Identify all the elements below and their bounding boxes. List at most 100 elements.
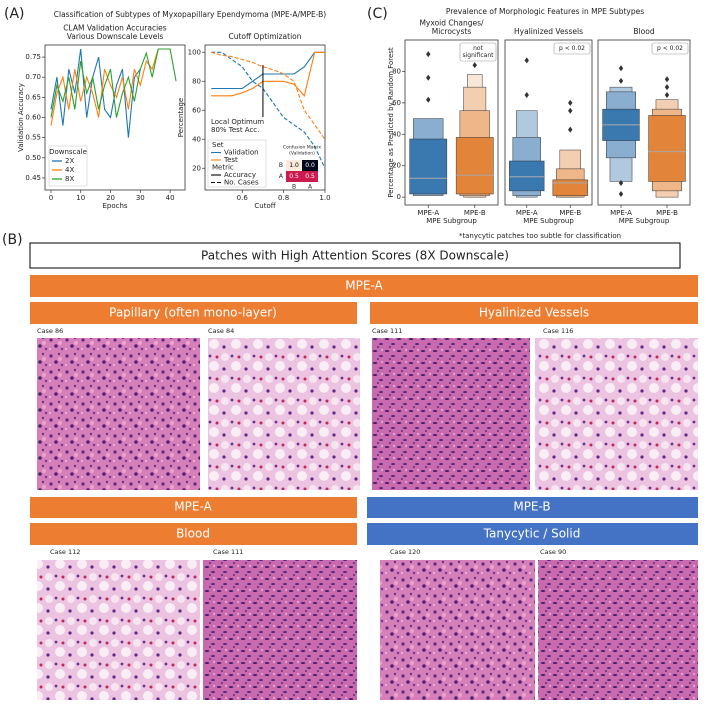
section-text: Hyalinized Vessels (479, 306, 589, 320)
col-label: B (292, 184, 296, 191)
x-tick-label: 1.0 (319, 194, 330, 202)
heatmap-cell (302, 171, 318, 182)
case-label: Case 86 (37, 327, 63, 335)
boxen-box (648, 115, 686, 182)
annotation: not (473, 45, 483, 52)
case-label: Case 116 (543, 327, 573, 335)
y-tick-label: 0.55 (25, 134, 41, 142)
panel-title: Prevalence of Morphologic Features in MP… (446, 7, 644, 16)
boxen-box (509, 160, 545, 192)
x-tick-label: MPE-B (464, 209, 486, 217)
legend-label: Test (223, 156, 238, 164)
x-tick-label: 0.6 (237, 194, 249, 202)
section-text: Tanycytic / Solid (483, 527, 581, 541)
y-axis-label: Validation Accuracy (17, 83, 25, 152)
banner (367, 497, 698, 518)
x-tick-label: MPE-A (516, 209, 538, 217)
y-tick-label: 20 (392, 162, 401, 170)
y-tick-label: 40 (192, 135, 201, 143)
histology-image (535, 338, 698, 490)
cell-label: 0.0 (305, 162, 315, 169)
banner-text: MPE-A (345, 279, 383, 293)
x-tick-label: 40 (166, 194, 175, 202)
outlier (618, 65, 624, 72)
axes-frame (504, 39, 593, 206)
cell-label: 1.0 (289, 162, 299, 169)
chart-title: Hyalinized Vessels (514, 27, 583, 36)
legend-title: Downscale (49, 148, 87, 156)
x-tick-label: MPE-B (559, 209, 581, 217)
annotation: significant (463, 52, 495, 59)
y-tick-label: 40 (392, 130, 401, 138)
annotation-box (651, 42, 689, 55)
legend-title: Set (212, 141, 224, 149)
x-tick-label: 10 (76, 194, 85, 202)
footnote: *tanycytic patches too subtle for classi… (459, 232, 621, 240)
histology-image (203, 560, 357, 700)
outlier (568, 99, 573, 106)
axes-frame (404, 39, 499, 206)
x-tick-label: MPE-A (610, 209, 632, 217)
legend-label: 4X (65, 166, 74, 174)
outlier (568, 107, 573, 114)
y-tick-label: 100 (188, 48, 201, 56)
y-tick-label: 0.45 (25, 174, 41, 182)
x-tick-label: 30 (136, 194, 145, 202)
y-tick-label: 60 (192, 106, 201, 114)
chart-title: Myxoid Changes/ (419, 19, 484, 28)
x-tick-label: MPE-B (656, 209, 678, 217)
heatmap-title: Confusion Matrix (283, 145, 321, 151)
heatmap-cell (302, 160, 318, 171)
boxen-box (455, 137, 494, 195)
annotation: 80% Test Acc. (211, 126, 259, 134)
legend-box (207, 139, 267, 188)
case-label: Case 111 (213, 548, 243, 556)
x-tick-label: 0.8 (278, 194, 289, 202)
heatmap-cell (286, 171, 302, 182)
boxen-box (409, 138, 448, 195)
histology-image (37, 560, 200, 700)
title-box (29, 242, 681, 269)
x-tick-label: 20 (106, 194, 115, 202)
banner-text: MPE-B (513, 500, 550, 514)
outlier (524, 92, 529, 98)
legend-label: Validation (224, 149, 259, 157)
row-label: A (279, 173, 284, 180)
legend-label: Accuracy (224, 171, 256, 179)
banner (30, 497, 357, 518)
y-axis-label: Percentage as Predicted by Random Forest (387, 47, 395, 198)
chart-title: Cutoff Optimization (228, 32, 301, 41)
banner (30, 275, 698, 297)
legend-label: No. Cases (224, 179, 259, 187)
annotation-box (459, 42, 497, 62)
outlier (524, 57, 529, 64)
outlier (664, 84, 670, 91)
panel-title: Patches with High Attention Scores (8X D… (201, 249, 509, 263)
y-axis-label: Percentage (177, 98, 185, 137)
annotation: Local Optimum (211, 118, 264, 126)
line (211, 51, 326, 169)
col-label: A (308, 184, 313, 191)
annotation: p < 0.02 (657, 45, 683, 52)
cell-label: 0.5 (305, 173, 315, 180)
y-tick-label: 0.65 (25, 93, 41, 101)
chart-title: Various Downscale Levels (67, 32, 164, 41)
x-axis-label: MPE Subgroup (523, 217, 574, 225)
line (50, 48, 141, 138)
line (211, 51, 326, 140)
x-tick-label: 0 (49, 194, 53, 202)
outlier (426, 74, 431, 81)
y-tick-label: 0.50 (25, 154, 41, 162)
case-label: Case 112 (50, 548, 80, 556)
banner-text: MPE-A (174, 500, 212, 514)
outlier (426, 51, 431, 58)
legend-title: Metric (212, 164, 234, 172)
section (367, 523, 698, 545)
boxen-box (552, 179, 588, 196)
legend-label: 8X (65, 175, 74, 183)
histology-image (208, 338, 360, 490)
y-tick-label: 0.60 (25, 114, 41, 122)
heatmap-title: (Validation) (289, 151, 315, 157)
line (50, 48, 177, 118)
